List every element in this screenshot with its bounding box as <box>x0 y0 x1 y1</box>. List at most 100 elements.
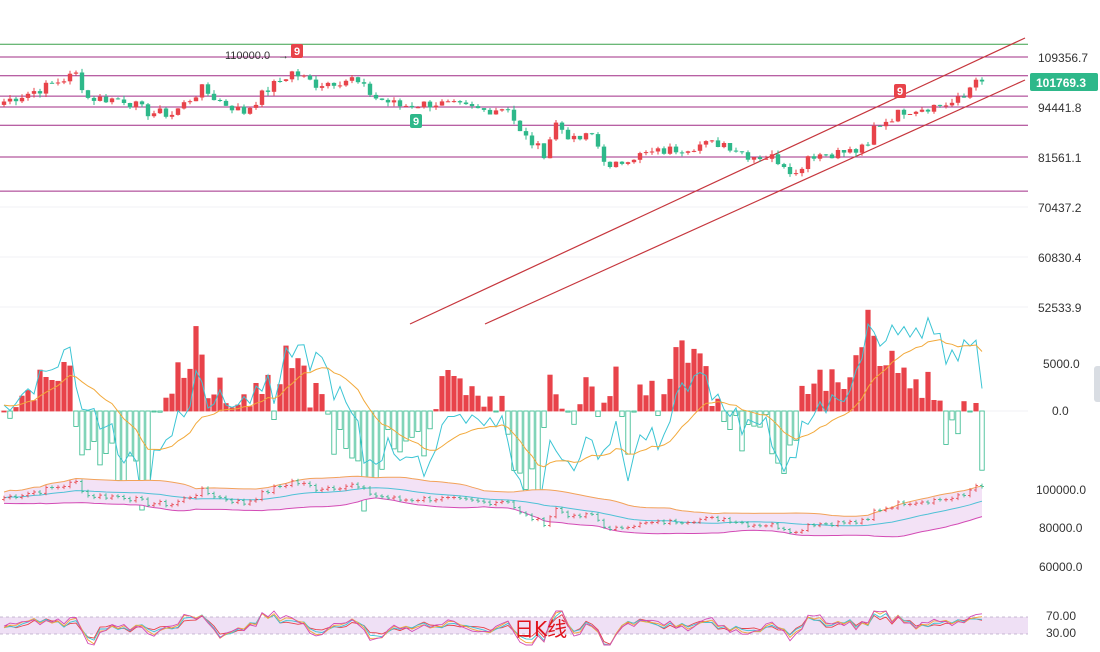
macd-histogram-bar <box>901 367 907 412</box>
macd-histogram-bar <box>643 395 649 412</box>
macd-histogram-bar <box>205 398 211 412</box>
candle <box>751 157 757 163</box>
macd-histogram-bar <box>529 410 535 470</box>
macd-histogram-bar <box>775 410 781 464</box>
candle <box>559 121 565 134</box>
macd-histogram-bar <box>655 410 661 416</box>
candle-body <box>655 148 661 152</box>
candle <box>631 159 637 164</box>
candle-body <box>307 75 313 80</box>
candle-body <box>229 105 235 111</box>
candle-body <box>751 157 757 160</box>
macd-histogram-bar <box>289 368 295 412</box>
candle <box>895 109 901 123</box>
macd-histogram-bar <box>151 410 157 413</box>
y-tick-price-0: 109356.7 <box>1038 51 1088 65</box>
macd-histogram-bar <box>565 410 571 413</box>
candle-body <box>277 81 283 82</box>
candle <box>829 152 835 159</box>
macd-histogram-bar <box>259 393 265 412</box>
macd-histogram-bar <box>883 365 889 412</box>
candle-body <box>331 82 337 86</box>
candle <box>955 92 961 106</box>
candle-body <box>151 113 157 117</box>
candle-body <box>385 99 391 103</box>
candle-body <box>397 100 403 107</box>
candle-body <box>757 157 763 159</box>
candle-body <box>835 150 841 159</box>
candle <box>259 89 265 108</box>
candle <box>727 143 733 153</box>
candle <box>529 132 535 149</box>
macd-histogram-bar <box>667 378 673 412</box>
candle-body <box>709 140 715 142</box>
candle <box>937 104 943 108</box>
current-price-tag: 101769.3 <box>1030 73 1098 91</box>
macd-histogram-bar <box>925 371 931 412</box>
candle <box>433 102 439 110</box>
candle-body <box>205 84 211 94</box>
candle <box>907 113 913 115</box>
candle-body <box>559 122 565 130</box>
candle <box>367 81 373 97</box>
candle-body <box>115 98 121 100</box>
candle <box>661 146 667 155</box>
macd-histogram-bar <box>403 410 409 442</box>
candle <box>541 143 547 160</box>
candle-body <box>949 102 955 106</box>
candle-body <box>133 101 139 108</box>
candle <box>925 108 931 114</box>
macd-histogram-bar <box>463 395 469 412</box>
candle <box>85 89 91 100</box>
candle <box>823 154 829 157</box>
candle-body <box>979 79 985 82</box>
candle-body <box>193 97 199 102</box>
macd-histogram-bar <box>517 410 523 474</box>
trend-channel <box>409 37 1026 325</box>
candle <box>313 75 319 91</box>
macd-histogram-bar <box>829 369 835 412</box>
candle-body <box>679 152 685 154</box>
candle <box>229 105 235 114</box>
candle-body <box>961 96 967 98</box>
candle <box>469 101 475 109</box>
candle-body <box>583 133 589 140</box>
candle <box>487 108 493 115</box>
collapse-handle-icon[interactable] <box>1094 366 1100 402</box>
macd-histogram-bar <box>409 410 415 438</box>
candle-body <box>121 99 127 103</box>
macd-histogram-bar <box>67 365 73 412</box>
candle <box>31 87 37 98</box>
macd-histogram-bar <box>223 403 229 412</box>
candle <box>25 91 31 101</box>
candle <box>235 103 241 111</box>
annotation-110000: 110000.0 <box>225 50 270 62</box>
td-marker-red-1: 9 <box>291 44 303 58</box>
candle <box>877 125 883 127</box>
price-candles <box>1 68 985 177</box>
macd-histogram-bar <box>877 365 883 412</box>
candle <box>415 106 421 109</box>
candle-body <box>517 120 523 132</box>
candle-body <box>931 104 937 112</box>
candle-body <box>433 105 439 108</box>
candle <box>91 96 97 105</box>
macd-histogram-bar <box>187 368 193 412</box>
candle-body <box>793 173 799 175</box>
macd-histogram-bar <box>7 410 13 419</box>
macd-histogram-bar <box>283 345 289 412</box>
macd-histogram-bar <box>193 326 199 412</box>
macd-histogram-bar <box>421 410 427 457</box>
candle-body <box>523 131 529 136</box>
candle <box>769 150 775 163</box>
candle <box>931 104 937 114</box>
macd-histogram-bar <box>943 410 949 445</box>
macd-histogram-bar <box>145 410 151 492</box>
candle <box>391 97 397 107</box>
macd-histogram-bar <box>73 410 79 427</box>
candle-body <box>325 82 331 87</box>
macd-histogram-bar <box>97 410 103 466</box>
candle-body <box>493 110 499 115</box>
macd-histogram-bar <box>679 340 685 412</box>
candle <box>709 140 715 143</box>
